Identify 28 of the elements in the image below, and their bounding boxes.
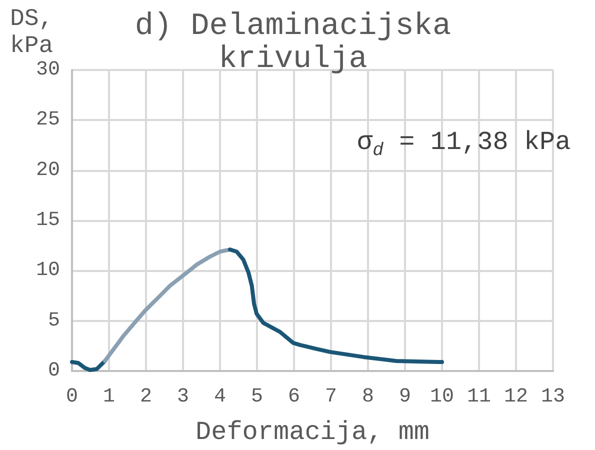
line-series xyxy=(102,248,232,363)
x-tick-label: 0 xyxy=(66,386,78,408)
chart-title: d) Delaminacijska krivulja xyxy=(134,9,452,77)
x-tick-label: 12 xyxy=(504,386,528,408)
x-tick-label: 6 xyxy=(288,386,300,408)
y-tick-label: 5 xyxy=(48,309,60,332)
line-series xyxy=(70,358,107,372)
y-tick-label: 25 xyxy=(36,108,60,132)
x-tick-label: 2 xyxy=(140,386,152,408)
x-tick-label: 13 xyxy=(540,386,566,408)
x-tick-label: 5 xyxy=(250,386,264,408)
y-tick-label: 20 xyxy=(36,158,60,182)
x-tick-label: 9 xyxy=(398,386,412,408)
x-tick-label: 11 xyxy=(466,386,492,408)
x-tick-label: 10 xyxy=(430,386,454,408)
x-axis-title: Deformacija, mm xyxy=(195,417,430,447)
y-tick-label: 15 xyxy=(36,209,60,232)
x-tick-label: 7 xyxy=(324,386,338,408)
x-tick-label: 1 xyxy=(102,386,116,408)
line-series xyxy=(228,248,444,364)
y-tick-label: 0 xyxy=(48,360,60,382)
y-tick-label: 30 xyxy=(36,58,60,82)
x-tick-label: 4 xyxy=(214,386,226,408)
x-tick-label: 3 xyxy=(176,386,190,408)
y-tick-label: 10 xyxy=(36,259,60,282)
x-tick-label: 8 xyxy=(362,386,374,408)
annotation: σ$_{d}$ = 11,38 kPa xyxy=(357,126,571,164)
y-axis-title: DS, kPa xyxy=(10,6,54,60)
